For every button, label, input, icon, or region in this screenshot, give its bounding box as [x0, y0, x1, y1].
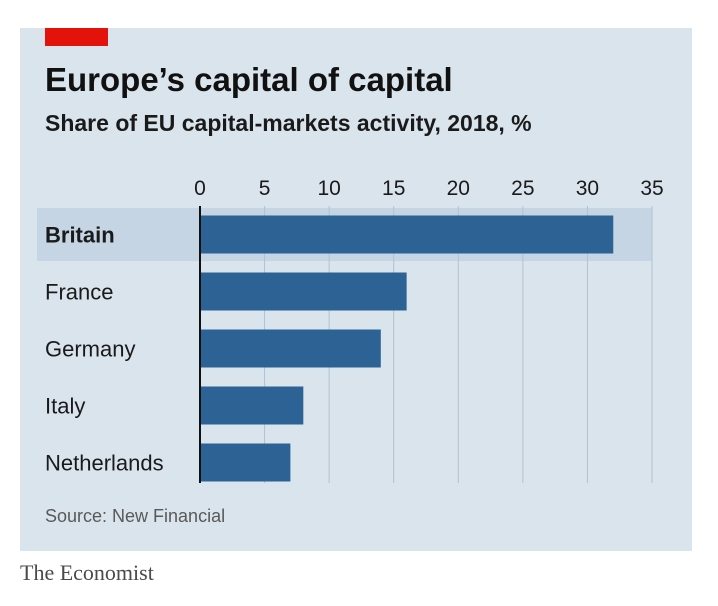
bar [200, 272, 407, 311]
x-tick-label: 25 [511, 177, 534, 200]
publisher-wordmark: The Economist [20, 560, 154, 585]
brand-accent-bar [45, 28, 108, 46]
chart-panel: Europe’s capital of capital Share of EU … [20, 28, 692, 551]
chart-title: Europe’s capital of capital [45, 61, 453, 98]
bar [200, 215, 614, 254]
bar [200, 386, 304, 425]
bar-chart: 0 5 10 15 20 25 30 35 Britain France Germany Italy N… [37, 177, 664, 483]
x-tick-label: 10 [317, 177, 340, 200]
category-label: Italy [45, 394, 85, 419]
category-label: Britain [45, 223, 115, 248]
x-tick-label: 0 [194, 177, 206, 200]
category-label: Germany [45, 337, 135, 362]
x-tick-label: 30 [576, 177, 599, 200]
x-tick-label: 35 [640, 177, 663, 200]
bar [200, 329, 381, 368]
chart-source: Source: New Financial [45, 506, 226, 526]
category-label: France [45, 280, 113, 305]
bar [200, 443, 291, 482]
x-tick-label: 15 [382, 177, 405, 200]
x-tick-label: 5 [259, 177, 271, 200]
chart-subtitle: Share of EU capital-markets activity, 20… [45, 110, 532, 136]
category-label: Netherlands [45, 451, 164, 476]
x-tick-label: 20 [447, 177, 470, 200]
